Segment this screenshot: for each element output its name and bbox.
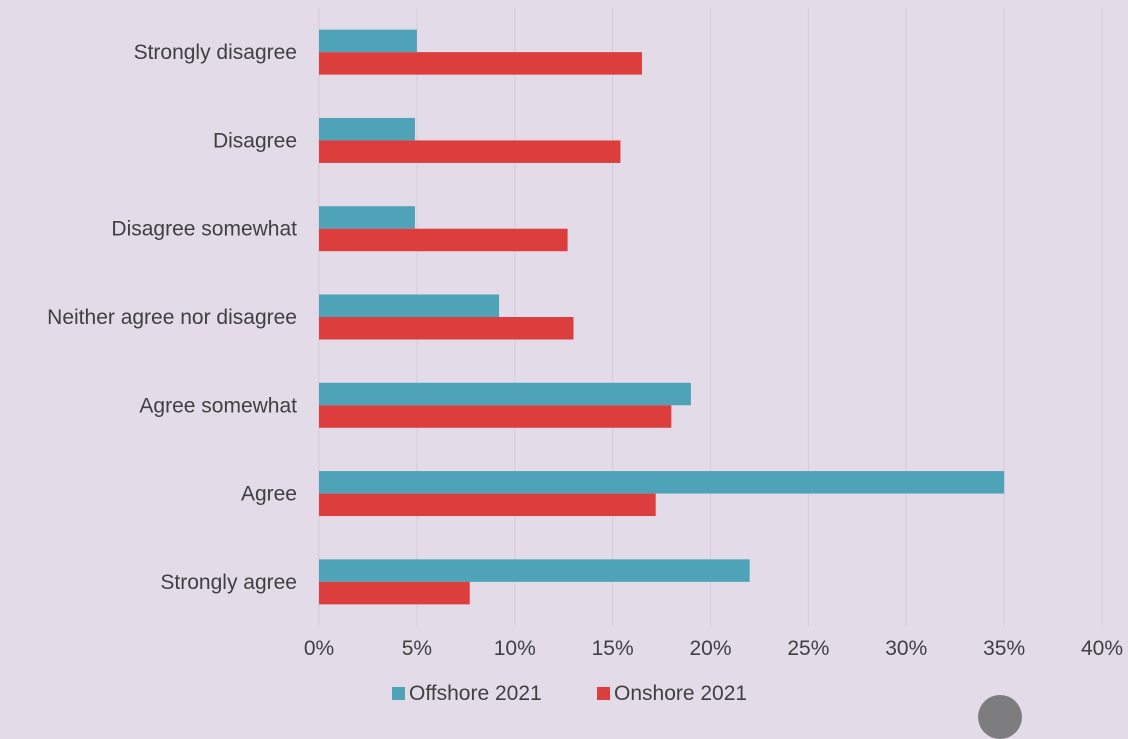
x-tick-label: 35% bbox=[983, 637, 1025, 660]
bar-offshore bbox=[319, 294, 500, 317]
legend-label: Onshore 2021 bbox=[614, 682, 747, 705]
category-label: Strongly agree bbox=[160, 571, 297, 594]
corner-badge bbox=[978, 695, 1022, 739]
category-label: Disagree somewhat bbox=[111, 218, 297, 241]
category-label: Strongly disagree bbox=[134, 41, 297, 64]
bar-onshore bbox=[319, 140, 621, 163]
bar-offshore bbox=[319, 29, 417, 53]
x-tick-label: 15% bbox=[592, 637, 634, 660]
x-tick-label: 40% bbox=[1081, 637, 1123, 660]
legend-label: Offshore 2021 bbox=[409, 682, 542, 705]
legend-swatch bbox=[392, 687, 405, 700]
bar-chart: Strongly disagree Disagree Disagree somewh… bbox=[47, 8, 1123, 705]
category-label: Agree somewhat bbox=[139, 394, 297, 417]
category-label: Agree bbox=[241, 483, 297, 506]
bar-offshore bbox=[319, 206, 415, 229]
x-tick-label: 5% bbox=[402, 637, 432, 660]
bar-offshore bbox=[319, 559, 750, 582]
bars bbox=[319, 29, 1005, 605]
category-label: Disagree bbox=[213, 129, 297, 152]
bar-offshore bbox=[319, 471, 1005, 494]
x-tick-labels: 0% 5% 10% 15% 20% 25% 30% 35% 40% bbox=[304, 637, 1123, 660]
x-tick-label: 20% bbox=[689, 637, 731, 660]
x-tick-label: 0% bbox=[304, 637, 334, 660]
legend: Offshore 2021 Onshore 2021 bbox=[392, 682, 747, 705]
bar-onshore bbox=[319, 228, 568, 252]
bar-onshore bbox=[319, 405, 672, 428]
bar-onshore bbox=[319, 317, 574, 340]
x-tick-label: 30% bbox=[885, 637, 927, 660]
category-label: Neither agree nor disagree bbox=[47, 306, 297, 329]
gridlines bbox=[318, 8, 1103, 626]
bar-offshore bbox=[319, 117, 415, 141]
bar-onshore bbox=[319, 493, 656, 517]
bar-offshore bbox=[319, 382, 691, 406]
x-tick-label: 10% bbox=[494, 637, 536, 660]
bar-onshore bbox=[319, 581, 470, 605]
category-labels: Strongly disagree Disagree Disagree somewh… bbox=[47, 41, 297, 594]
x-tick-label: 25% bbox=[787, 637, 829, 660]
bar-onshore bbox=[319, 52, 642, 75]
legend-swatch bbox=[597, 687, 610, 700]
